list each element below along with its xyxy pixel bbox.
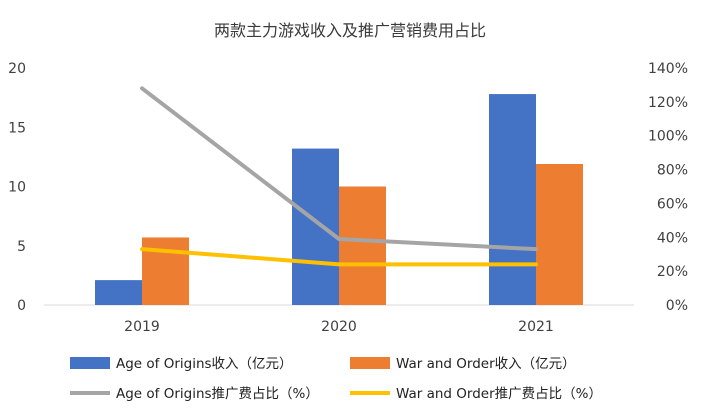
x-tick-label: 2021 <box>518 319 554 335</box>
legend-label-aoo-promo: Age of Origins推广费占比（%） <box>116 386 319 402</box>
left-tick-label: 20 <box>8 61 26 77</box>
left-tick-label: 0 <box>17 298 26 314</box>
legend-item-aoo-promo: Age of Origins推广费占比（%） <box>70 386 319 402</box>
bar-aoo-revenue <box>489 94 536 305</box>
legend-label-wao-revenue: War and Order收入（亿元） <box>396 356 576 372</box>
legend-label-wao-promo: War and Order推广费占比（%） <box>396 386 602 402</box>
line-wao-promo-ratio <box>140 247 538 267</box>
bar-wao-revenue <box>339 186 386 305</box>
left-tick-label: 10 <box>8 180 26 196</box>
left-axis: 0 5 10 15 20 <box>8 61 26 314</box>
legend-item-wao-revenue: War and Order收入（亿元） <box>350 356 576 372</box>
legend-label-aoo-revenue: Age of Origins收入（亿元） <box>116 356 293 372</box>
right-tick-label: 20% <box>657 264 688 280</box>
right-tick-label: 80% <box>657 163 688 179</box>
bar-wao-revenue <box>142 237 189 305</box>
bars <box>95 94 583 305</box>
left-tick-label: 15 <box>8 120 26 136</box>
bar-aoo-revenue <box>292 148 339 305</box>
right-tick-label: 100% <box>648 129 688 145</box>
right-tick-label: 140% <box>648 61 688 77</box>
x-tick-label: 2020 <box>321 319 357 335</box>
left-tick-label: 5 <box>17 239 26 255</box>
legend: Age of Origins收入（亿元） War and Order收入（亿元）… <box>70 356 602 402</box>
x-tick-label: 2019 <box>124 319 160 335</box>
right-tick-label: 60% <box>657 196 688 212</box>
right-tick-label: 0% <box>666 298 688 314</box>
right-tick-label: 40% <box>657 230 688 246</box>
category-labels: 2019 2020 2021 <box>124 319 554 335</box>
legend-swatch-aoo-revenue <box>70 357 110 369</box>
legend-item-wao-promo: War and Order推广费占比（%） <box>350 386 602 402</box>
right-tick-label: 120% <box>648 95 688 111</box>
lines <box>140 86 538 267</box>
right-axis: 0% 20% 40% 60% 80% 100% 120% 140% <box>648 61 688 314</box>
bar-wao-revenue <box>536 163 583 305</box>
line-aoo-promo-ratio <box>140 86 538 252</box>
bar-aoo-revenue <box>95 280 142 305</box>
legend-swatch-wao-revenue <box>350 357 390 369</box>
chart-title: 两款主力游戏收入及推广营销费用占比 <box>214 21 486 40</box>
legend-item-aoo-revenue: Age of Origins收入（亿元） <box>70 356 293 372</box>
